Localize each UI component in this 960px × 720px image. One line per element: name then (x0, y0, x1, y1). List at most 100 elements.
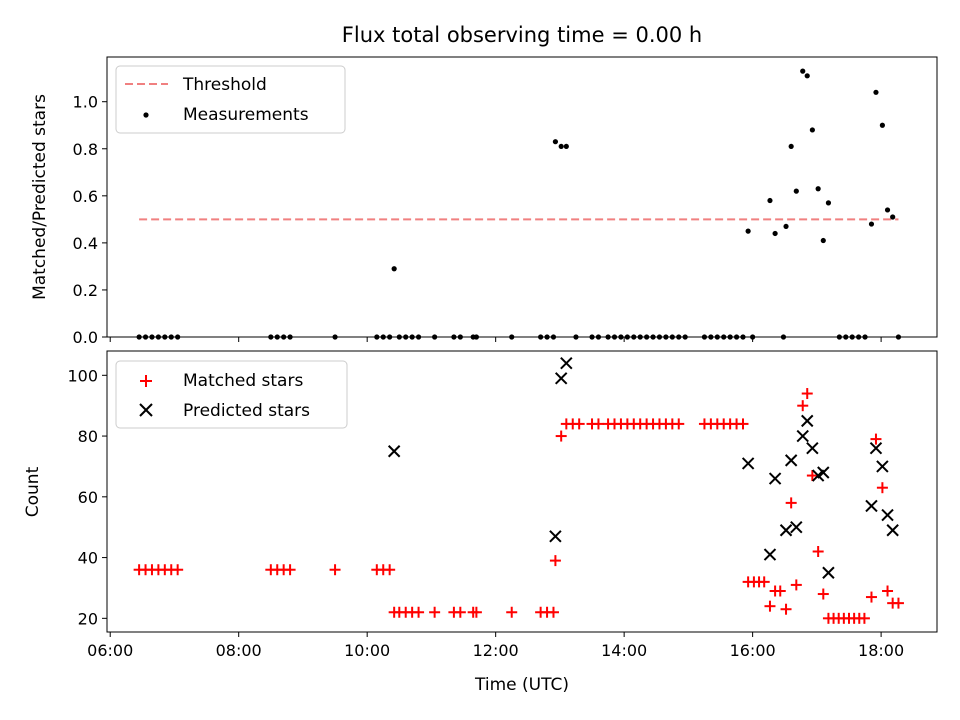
predicted-star-point (796, 429, 809, 443)
matched-star-point (329, 564, 341, 576)
top-legend-box (115, 65, 346, 134)
measurement-point (552, 139, 559, 145)
measurement-point (873, 89, 879, 95)
matched-star-point (172, 564, 184, 576)
predicted-star-point (822, 566, 835, 579)
predicted-star-point (806, 442, 819, 455)
predicted-star-point (817, 466, 830, 479)
bottom-y-tick-label: 80 (78, 427, 98, 446)
measurement-point (563, 143, 569, 150)
measurement-point (815, 186, 821, 192)
matched-legend-marker (140, 375, 152, 387)
predicted-star-point (387, 445, 401, 458)
matched-legend-label: Matched stars (183, 371, 303, 391)
matched-star-point (547, 606, 559, 618)
predicted-star-point (784, 454, 798, 467)
x-tick-label: 12:00 (473, 641, 519, 660)
x-tick-label: 08:00 (216, 641, 262, 660)
x-tick-label: 16:00 (730, 641, 776, 660)
matched-star-point (673, 418, 685, 430)
bottom-axes-frame (106, 350, 938, 633)
measurement-point (884, 207, 891, 213)
matched-star-point (384, 564, 396, 576)
matched-star-point (785, 497, 797, 509)
predicted-star-point (881, 508, 894, 522)
matched-star-point (812, 545, 824, 557)
matched-star-point (817, 588, 829, 600)
x-tick-label: 06:00 (87, 641, 133, 660)
predicted-star-point (741, 457, 755, 470)
predicted-star-point (886, 524, 899, 537)
bottom-y-tick-label: 40 (78, 549, 98, 568)
top-y-tick-label: 0.6 (73, 187, 98, 206)
predicted-star-point (560, 356, 573, 370)
bottom-axis-ticks: 20 40 60 80 100 06:00 08:00 10:00 12:00 14:00 16:0… (67, 366, 904, 660)
chart-title: Flux total observing time = 0.00 h (342, 23, 702, 47)
top-legend: Threshold Measurements (115, 65, 346, 134)
matched-star-point (506, 606, 518, 618)
bottom-y-tick-label: 100 (67, 366, 98, 385)
matched-star-point (780, 603, 792, 615)
matched-star-point (413, 606, 425, 618)
matched-star-point (592, 418, 604, 430)
measurement-point (788, 143, 794, 150)
measurement-point (558, 143, 564, 150)
top-y-tick-label: 0.2 (73, 281, 98, 300)
top-y-tick-label: 1.0 (73, 93, 98, 112)
matched-star-point (892, 597, 904, 609)
bottom-legend: Matched stars Predicted stars (115, 360, 348, 429)
matched-star-point (865, 591, 877, 603)
top-y-tick-label: 0.0 (73, 328, 98, 347)
top-y-axis-label: Matched/Predicted stars (30, 94, 50, 300)
measurement-point (772, 230, 778, 237)
matched-star-point (549, 555, 561, 567)
matched-star-point (790, 579, 802, 591)
top-axis-ticks: 0.0 0.2 0.4 0.6 0.8 1.0 (73, 93, 882, 347)
bottom-plot-area (133, 356, 904, 624)
x-axis-label: Time (UTC) (474, 675, 569, 695)
predicted-star-point (554, 372, 568, 385)
matched-star-point (758, 576, 770, 588)
matched-star-point (764, 600, 776, 612)
predicted-legend-label: Predicted stars (183, 401, 310, 421)
measurement-point (745, 228, 751, 234)
predicted-star-point (876, 460, 889, 473)
measurement-point (793, 188, 799, 194)
matched-star-point (454, 606, 466, 618)
matched-star-point (470, 606, 482, 618)
matched-star-point (806, 470, 818, 482)
matched-star-point (429, 606, 441, 618)
x-tick-label: 14:00 (601, 641, 647, 660)
measurement-point (825, 200, 832, 206)
measurement-point (890, 214, 896, 220)
bottom-legend-box (115, 360, 348, 429)
matched-star-point (555, 430, 567, 442)
threshold-legend-label: Threshold (182, 75, 267, 95)
predicted-star-point (549, 530, 562, 543)
predicted-star-point (801, 414, 814, 428)
x-tick-label: 10:00 (344, 641, 390, 660)
matched-star-point (870, 433, 882, 445)
matched-star-point (774, 585, 786, 597)
measurement-point (800, 68, 806, 74)
bottom-y-tick-label: 20 (78, 609, 98, 628)
top-y-tick-label: 0.8 (73, 140, 98, 159)
top-panel: 0.0 0.2 0.4 0.6 0.8 1.0 Matched/Predicted sta… (30, 56, 938, 347)
measurement-point (391, 266, 397, 272)
matched-star-point (573, 418, 585, 430)
top-axes-frame (106, 56, 938, 338)
predicted-star-point (869, 442, 883, 455)
measurement-point (767, 197, 773, 204)
bottom-panel: 20 40 60 80 100 06:00 08:00 10:00 12:00 14:00 16:0… (23, 350, 938, 695)
measurements-legend-marker (143, 112, 149, 118)
matched-star-point (797, 400, 809, 412)
predicted-legend-marker (139, 403, 153, 417)
predicted-star-point (779, 524, 793, 537)
predicted-star-point (768, 472, 782, 485)
matched-star-point (284, 564, 296, 576)
measurement-point (820, 237, 826, 244)
predicted-star-point (763, 548, 777, 561)
matched-star-point (882, 585, 894, 597)
predicted-star-point (790, 520, 803, 534)
